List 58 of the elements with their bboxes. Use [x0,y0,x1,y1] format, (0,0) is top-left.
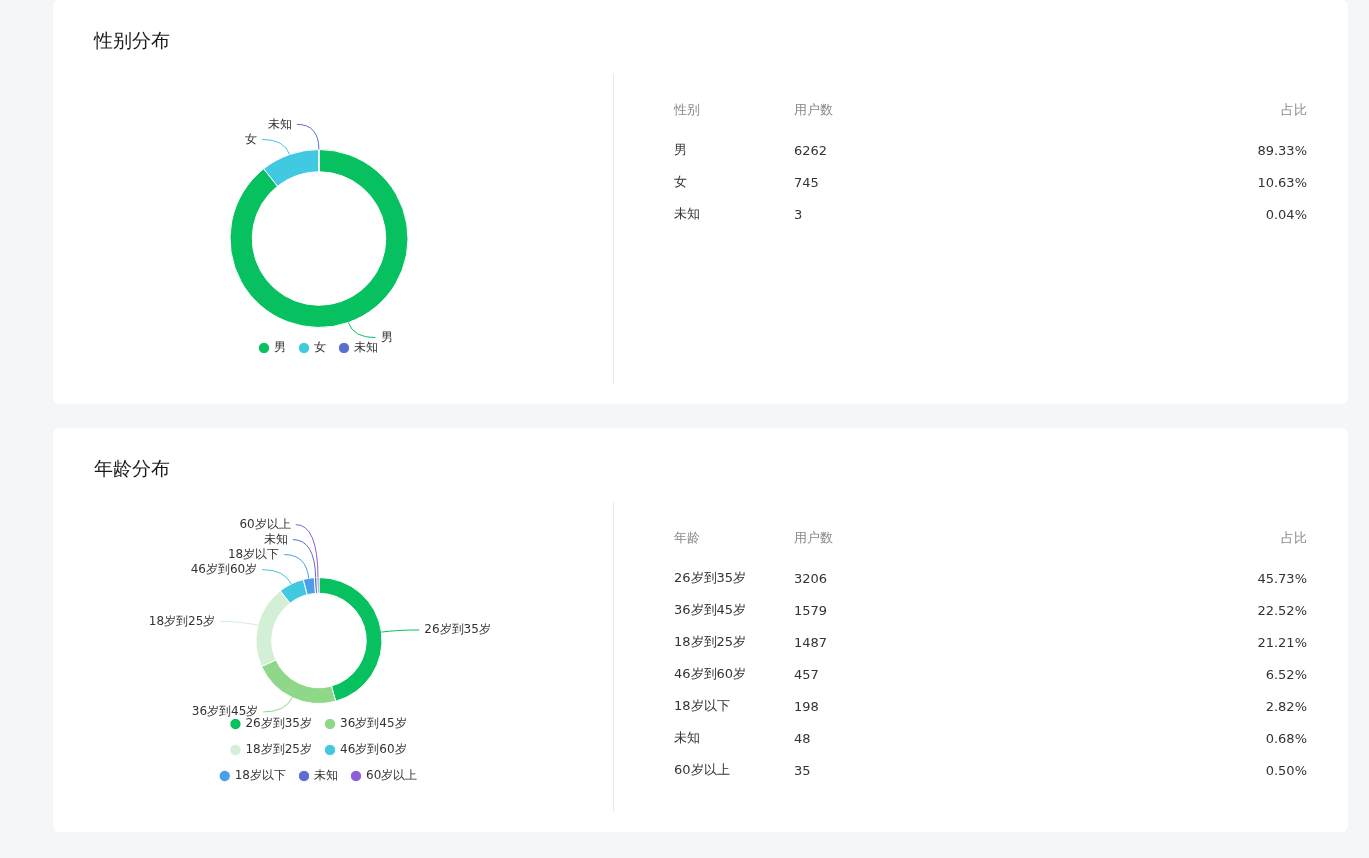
text: 457 [794,666,820,682]
legend-label: 未知 [314,768,338,783]
chart-title: 性别分布 [94,28,171,53]
slice-label: 18岁以下 [227,546,280,561]
text: 26岁到35岁 [674,569,748,587]
text: 未知 [674,729,701,747]
text: 36岁到45岁 [674,601,748,619]
slice-label: 60岁以上 [239,516,291,531]
text: 用户数 [794,101,834,119]
text: 21.21% [1256,634,1307,650]
text: 10.63% [1256,174,1307,190]
text: 0.68% [1264,730,1307,746]
slice-label: 男 [380,329,393,344]
text: 3206 [794,570,829,586]
slice-label: 未知 [267,116,292,131]
slice-label: 46岁到60岁 [190,561,258,576]
legend-label: 18岁以下 [234,768,287,783]
text: 用户数 [794,529,834,547]
legend-label: 18岁到25岁 [245,742,313,757]
text: 35 [794,762,812,778]
slice-label: 女 [245,131,258,146]
legend-label: 男 [274,340,286,355]
text: 男 [674,141,688,159]
text: 占比 [1280,101,1307,119]
text: 48 [794,730,812,746]
text: 89.33% [1256,142,1307,158]
text: 60岁以上 [674,761,731,779]
text: 女 [674,173,688,191]
text: 18岁以下 [674,697,731,715]
text: 6262 [794,142,829,158]
text: 198 [794,698,820,714]
slice-label: 未知 [263,531,288,546]
text: 占比 [1280,529,1307,547]
text: 未知 [674,205,701,223]
slice-label: 18岁到25岁 [148,613,216,628]
text: 0.50% [1264,762,1307,778]
text: 年龄 [674,529,701,547]
legend-label: 36岁到45岁 [340,716,407,731]
text: 1487 [794,634,829,650]
text: 22.52% [1256,602,1307,618]
text: 3 [794,206,804,222]
legend-label: 未知 [354,340,378,355]
text: 745 [794,174,820,190]
text: 46岁到60岁 [674,665,748,683]
text: 45.73% [1256,570,1307,586]
text: 2.82% [1264,698,1307,714]
text: 18岁到25岁 [674,633,748,651]
legend-label: 女 [314,340,326,355]
text: 性别 [674,101,701,119]
chart-title: 年龄分布 [94,456,171,481]
text: 1579 [794,602,829,618]
legend-label: 46岁到60岁 [340,742,407,757]
legend-label: 26岁到35岁 [245,716,313,731]
text: 6.52% [1264,666,1307,682]
text: 0.04% [1264,206,1307,222]
slice-label: 36岁到45岁 [191,704,259,719]
slice-label: 26岁到35岁 [424,622,491,637]
legend-label: 60岁以上 [366,768,418,783]
